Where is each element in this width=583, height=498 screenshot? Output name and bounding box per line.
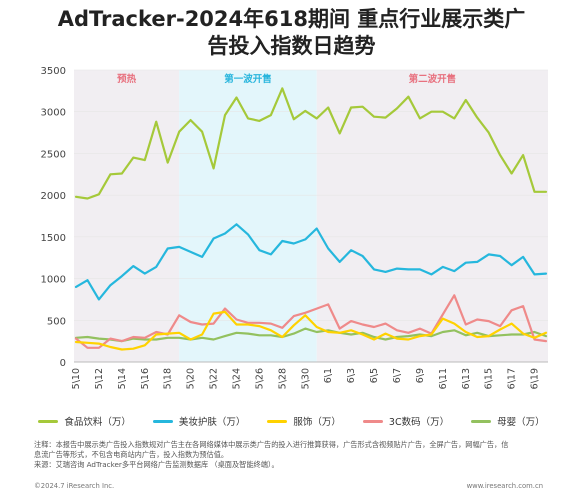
series-line <box>74 327 548 343</box>
x-tick-label: 5\10 <box>71 368 82 389</box>
legend-item: 美妆护肤（万） <box>152 414 246 428</box>
chart-title: AdTracker-2024年618期间 重点行业展示类广 告投入指数日趋势 <box>0 6 583 60</box>
legend-label: 3C数码（万） <box>388 417 450 428</box>
x-tick-label: 6\17 <box>507 368 518 389</box>
legend-label: 食品饮料（万） <box>64 417 131 428</box>
copyright-text: ©2024.7 iResearch Inc. <box>34 482 115 490</box>
x-tick-label: 5\22 <box>209 368 220 389</box>
note-line-1: 注释：本报告中展示类广告投入指数规对广告主在各网络媒体中展示类广告的投入进行推算… <box>34 440 509 449</box>
x-tick-label: 5\30 <box>300 368 311 389</box>
y-tick-label: 1000 <box>41 275 66 286</box>
series-line <box>74 310 548 351</box>
phase-band <box>179 70 317 362</box>
legend-label: 母婴（万） <box>497 417 545 428</box>
x-tick-label: 5\14 <box>117 368 128 389</box>
phase-band <box>316 70 548 362</box>
legend-label: 服饰（万） <box>293 417 341 428</box>
phase-band <box>74 70 180 362</box>
x-tick-label: 6\1 <box>323 368 334 383</box>
x-tick-label: 5\24 <box>231 368 242 389</box>
chart-title-line-2: 告投入指数日趋势 <box>207 34 376 58</box>
x-tick-label: 6\11 <box>438 368 449 389</box>
legend-item: 食品饮料（万） <box>38 414 131 428</box>
y-tick-label: 2500 <box>41 149 66 160</box>
x-tick-label: 6\19 <box>530 368 541 389</box>
y-tick-label: 0 <box>60 358 66 369</box>
note-line-2: 息流广告等形式，不包含电商站内广告，投入指数为预估值。 <box>34 450 229 459</box>
x-tick-label: 6\5 <box>369 368 380 383</box>
y-tick-label: 2000 <box>41 191 66 202</box>
legend-swatch <box>362 419 383 423</box>
x-tick-label: 6\9 <box>415 368 426 383</box>
x-tick-label: 6\15 <box>484 368 495 389</box>
series-line <box>74 87 548 200</box>
legend-item: 3C数码（万） <box>362 414 450 428</box>
website-text: www.iresearch.com.cn <box>466 482 543 490</box>
legend-swatch <box>471 419 492 423</box>
x-tick-label: 5\20 <box>186 368 197 389</box>
y-tick-label: 3000 <box>41 108 66 119</box>
phase-label: 预热 <box>117 73 137 85</box>
chart-note: 注释：本报告中展示类广告投入指数规对广告主在各网络媒体中展示类广告的投入进行推算… <box>34 440 554 470</box>
y-tick-label: 500 <box>47 316 66 327</box>
chart-legend: 食品饮料（万） 美妆护肤（万） 服饰（万） 3C数码（万） 母婴（万） <box>0 414 583 428</box>
series-line <box>74 223 548 301</box>
legend-swatch <box>152 419 173 423</box>
note-line-3: 来源：艾瑞咨询 AdTracker多平台网络广告监测数据库 （桌面及智能终端）。 <box>34 460 279 469</box>
legend-item: 母婴（万） <box>471 414 545 428</box>
x-tick-label: 6\13 <box>461 368 472 389</box>
legend-label: 美妆护肤（万） <box>178 417 246 428</box>
y-tick-label: 1500 <box>41 233 66 244</box>
x-tick-label: 6\7 <box>392 368 403 383</box>
x-tick-label: 6\3 <box>346 368 357 383</box>
legend-swatch <box>38 419 59 423</box>
series-line <box>74 294 548 349</box>
x-tick-label: 5\18 <box>163 368 174 389</box>
x-tick-label: 5\26 <box>254 368 265 389</box>
legend-item: 服饰（万） <box>267 414 341 428</box>
x-tick-label: 5\12 <box>94 368 105 389</box>
x-tick-label: 5\16 <box>140 368 151 389</box>
phase-label: 第一波开售 <box>224 73 272 85</box>
x-tick-label: 5\28 <box>277 368 288 389</box>
legend-swatch <box>267 419 288 423</box>
chart-title-line-1: AdTracker-2024年618期间 重点行业展示类广 <box>57 7 526 31</box>
phase-label: 第二波开售 <box>409 73 457 85</box>
y-tick-label: 3500 <box>41 66 66 77</box>
